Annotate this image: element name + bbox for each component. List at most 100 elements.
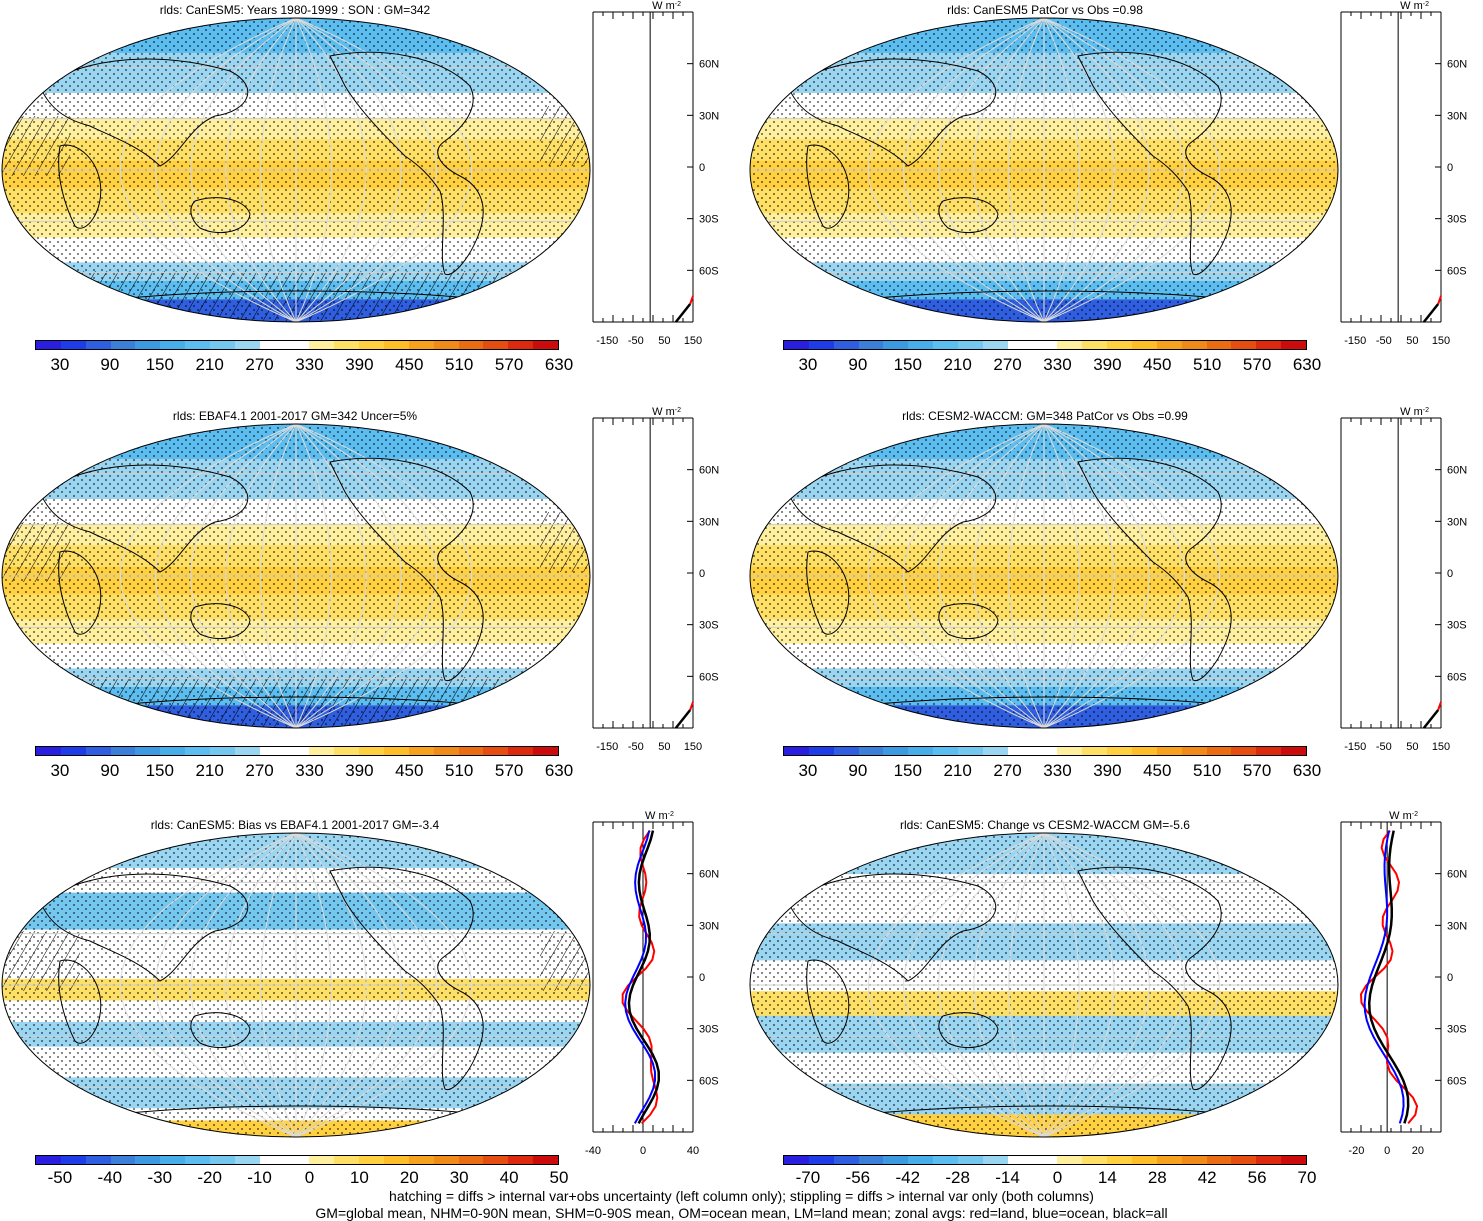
colorbar bbox=[35, 746, 559, 756]
colorbar-tick-label: -42 bbox=[895, 1168, 921, 1187]
robinson-map bbox=[1, 17, 591, 323]
lat-tick-label: 30S bbox=[699, 214, 719, 226]
map-border bbox=[1, 423, 591, 729]
zonal-mean-land bbox=[689, 701, 694, 711]
colorbar-swatch bbox=[1156, 747, 1182, 755]
colorbar-tick-label: 630 bbox=[1292, 761, 1322, 780]
x-tick-label: 150 bbox=[684, 741, 702, 753]
longitude-line bbox=[973, 424, 1045, 728]
colorbar-tick-label: 90 bbox=[848, 355, 868, 374]
colorbar-swatch bbox=[858, 1156, 884, 1164]
lat-tick-label: 30N bbox=[1447, 920, 1467, 932]
colorbar-tick-label: 630 bbox=[544, 355, 574, 374]
colorbar-tick-label: 330 bbox=[1043, 761, 1072, 780]
colorbar-swatch bbox=[1007, 1156, 1033, 1164]
colorbar-swatch bbox=[110, 341, 136, 349]
lat-tick-label: 60S bbox=[1447, 671, 1467, 683]
longitude-line bbox=[938, 18, 1045, 322]
x-tick-label: -50 bbox=[628, 335, 644, 347]
colorbar-swatch bbox=[1032, 341, 1058, 349]
colorbar-swatch bbox=[958, 1156, 983, 1164]
colorbar-swatch bbox=[808, 1156, 834, 1164]
lat-tick-label: 60S bbox=[1447, 265, 1467, 277]
colorbar-labels: 30 90 150 210 270 330 390 450 510 570 630 bbox=[783, 761, 1321, 783]
colorbar-tick-label: 70 bbox=[1297, 1168, 1317, 1187]
colorbar-labels: 30 90 150 210 270 330 390 450 510 570 630 bbox=[35, 761, 573, 783]
lat-tick-label: 60N bbox=[1447, 869, 1467, 881]
colorbar-swatch bbox=[958, 747, 983, 755]
coastline bbox=[190, 197, 251, 234]
colorbar-swatch bbox=[210, 747, 235, 755]
colorbar-swatch bbox=[883, 747, 909, 755]
longitude-line bbox=[938, 833, 1045, 1137]
colorbar bbox=[35, 1155, 559, 1165]
colorbar-tick-label: 150 bbox=[145, 761, 174, 780]
colorbar-swatch bbox=[1057, 1156, 1083, 1164]
longitude-line bbox=[295, 424, 332, 728]
lat-tick-label: 60N bbox=[699, 59, 719, 71]
colorbar-tick-label: 630 bbox=[1292, 355, 1322, 374]
lat-tick-label: 60S bbox=[699, 671, 719, 683]
coastline bbox=[329, 866, 484, 1091]
x-tick-label: 50 bbox=[658, 335, 670, 347]
lat-tick-label: 0 bbox=[699, 162, 705, 174]
longitude-line bbox=[155, 18, 297, 322]
longitude-line bbox=[1043, 424, 1220, 728]
longitude-line bbox=[1043, 424, 1080, 728]
colorbar-swatch bbox=[1132, 747, 1157, 755]
longitude-line bbox=[295, 18, 437, 322]
coastline bbox=[938, 197, 999, 234]
colorbar-swatch bbox=[284, 341, 310, 349]
lat-tick-label: 0 bbox=[1447, 568, 1453, 580]
colorbar-tick-label: 30 bbox=[50, 761, 70, 780]
coastline bbox=[1077, 51, 1232, 276]
longitude-line bbox=[190, 424, 297, 728]
colorbar-swatch bbox=[334, 341, 360, 349]
longitude-line bbox=[1008, 424, 1045, 728]
longitude-line bbox=[295, 424, 472, 728]
colorbar-tick-label: 330 bbox=[295, 355, 324, 374]
colorbar-labels: -70 -56 -42 -28 -14 0 14 28 42 56 70 bbox=[783, 1168, 1317, 1190]
colorbar-tick-label: 270 bbox=[245, 761, 274, 780]
colorbar-tick-label: -10 bbox=[247, 1168, 272, 1187]
x-tick-label: -50 bbox=[1376, 741, 1392, 753]
colorbar-tick-label: 210 bbox=[943, 355, 972, 374]
colorbar-tick-label: -14 bbox=[995, 1168, 1020, 1187]
colorbar-swatch bbox=[1206, 341, 1232, 349]
colorbar-tick-label: 210 bbox=[195, 355, 224, 374]
lat-tick-label: 30S bbox=[699, 620, 719, 632]
colorbar-tick-label: 90 bbox=[100, 355, 120, 374]
lat-tick-label: 30S bbox=[699, 1024, 719, 1036]
colorbar-tick-label: 0 bbox=[1052, 1168, 1063, 1187]
longitude-line bbox=[1043, 18, 1115, 322]
longitude-line bbox=[1043, 18, 1220, 322]
footer-note-hatching: hatching = diffs > internal var+obs unce… bbox=[389, 1188, 1094, 1204]
colorbar-swatch bbox=[36, 341, 61, 349]
colorbar-tick-label: 570 bbox=[1242, 761, 1272, 780]
colorbar-swatch bbox=[334, 1156, 360, 1164]
colorbar-tick-label: 390 bbox=[345, 355, 374, 374]
colorbar-swatch bbox=[1057, 341, 1083, 349]
x-tick-label: 20 bbox=[1412, 1145, 1424, 1157]
panel-title: rlds: CanESM5: Bias vs EBAF4.1 2001-2017… bbox=[150, 818, 440, 832]
longitude-line bbox=[295, 424, 367, 728]
longitude-line bbox=[1043, 18, 1185, 322]
colorbar-swatch bbox=[160, 341, 186, 349]
colorbar-swatch bbox=[483, 747, 509, 755]
longitude-line bbox=[295, 18, 367, 322]
zonal-mean-plot: -150 -50 50 150 60N 30N 0 30S 60S W m-2 bbox=[592, 406, 719, 753]
zonal-mean-all bbox=[674, 303, 692, 323]
colorbar-tick-label: 150 bbox=[145, 355, 174, 374]
longitude-line bbox=[295, 833, 367, 1137]
longitude-line bbox=[190, 833, 297, 1137]
colorbar-swatch bbox=[483, 341, 509, 349]
colorbar-tick-label: 570 bbox=[494, 355, 524, 374]
longitude-line bbox=[1043, 833, 1150, 1137]
lat-tick-label: 0 bbox=[699, 972, 705, 984]
colorbar-swatch bbox=[36, 747, 61, 755]
zonal-mean-all bbox=[1367, 830, 1410, 1124]
colorbar-swatch bbox=[1082, 341, 1108, 349]
colorbar-tick-label: 450 bbox=[395, 355, 424, 374]
colorbar-tick-label: 90 bbox=[100, 761, 120, 780]
longitude-line bbox=[903, 833, 1045, 1137]
